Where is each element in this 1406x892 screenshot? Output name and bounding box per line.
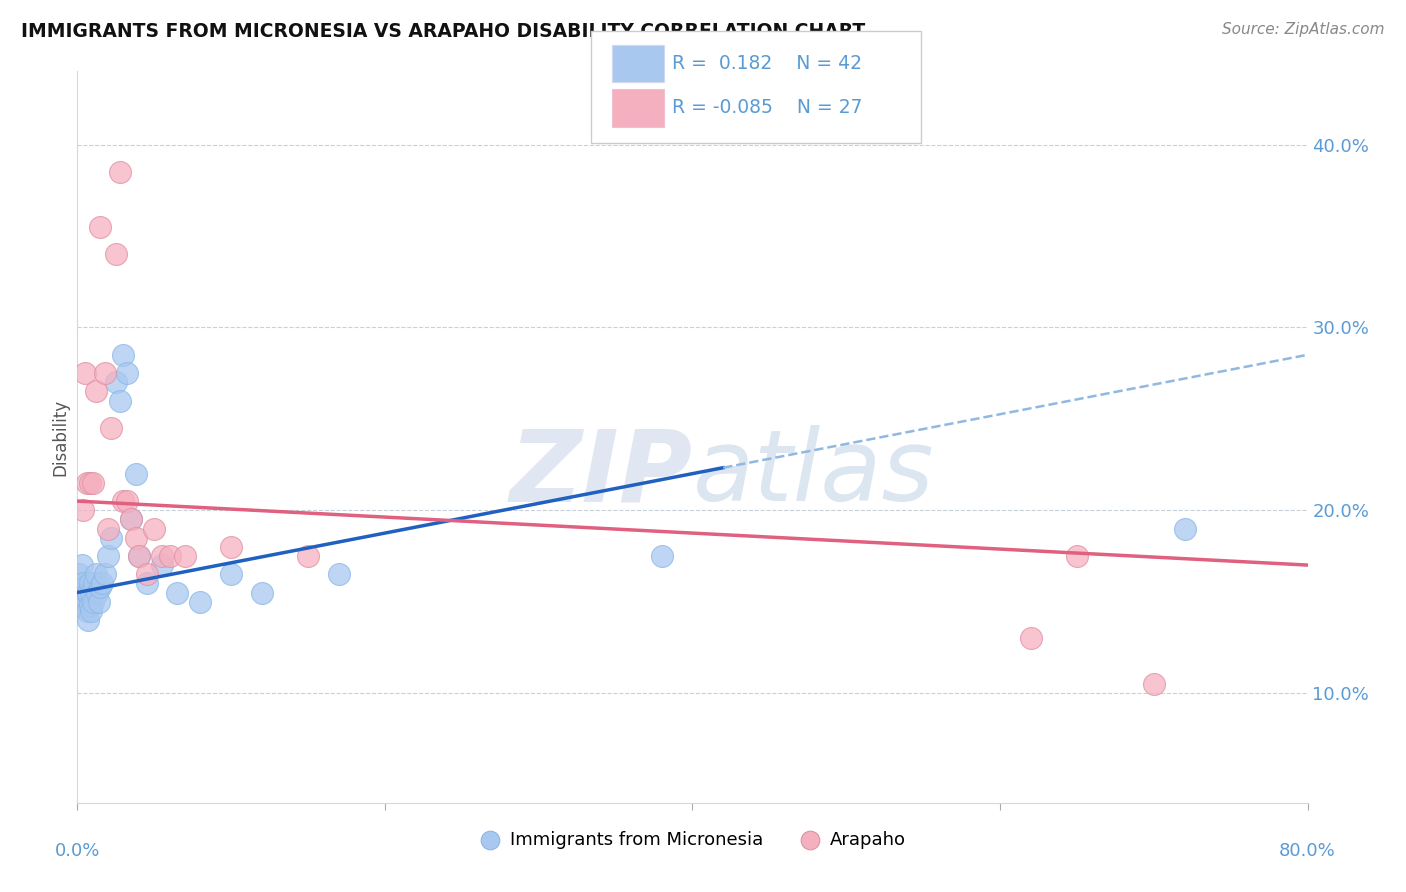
Point	[86, 585, 108, 599]
Point	[89, 580, 111, 594]
Point	[80, 604, 103, 618]
Point	[70, 585, 93, 599]
Point	[125, 467, 148, 481]
Point	[73, 594, 96, 608]
Point	[159, 549, 181, 563]
Point	[112, 494, 135, 508]
Point	[84, 567, 107, 582]
Point	[79, 576, 101, 591]
Point	[104, 375, 127, 389]
Point	[97, 549, 120, 563]
Point	[87, 594, 110, 608]
Point	[135, 576, 157, 591]
Point	[219, 540, 242, 554]
Point	[90, 576, 114, 591]
Legend: Immigrants from Micronesia, Arapaho: Immigrants from Micronesia, Arapaho	[472, 823, 912, 856]
Point	[83, 576, 105, 591]
Point	[76, 585, 98, 599]
Point	[1143, 677, 1166, 691]
Point	[174, 549, 197, 563]
Point	[73, 580, 96, 594]
Point	[328, 567, 350, 582]
Point	[97, 521, 120, 535]
Point	[76, 604, 98, 618]
Point	[77, 585, 100, 599]
Point	[69, 594, 91, 608]
Y-axis label: Disability: Disability	[51, 399, 69, 475]
Point	[76, 475, 98, 490]
Point	[104, 247, 127, 261]
Point	[150, 549, 173, 563]
Point	[94, 567, 117, 582]
Point	[297, 549, 319, 563]
Point	[143, 521, 166, 535]
Point	[219, 567, 242, 582]
Text: R = -0.085    N = 27: R = -0.085 N = 27	[672, 98, 862, 118]
Point	[112, 348, 135, 362]
Point	[100, 421, 122, 435]
Point	[115, 366, 138, 380]
Point	[120, 512, 142, 526]
Point	[250, 585, 273, 599]
Point	[79, 599, 101, 613]
Point	[188, 594, 212, 608]
Point	[84, 384, 107, 399]
Point	[67, 567, 90, 582]
Point	[1019, 632, 1042, 646]
Point	[120, 512, 142, 526]
Point	[82, 475, 104, 490]
Point	[80, 585, 103, 599]
Point	[89, 219, 111, 234]
Point	[166, 585, 188, 599]
Text: R =  0.182    N = 42: R = 0.182 N = 42	[672, 54, 862, 73]
Point	[94, 366, 117, 380]
Point	[150, 558, 173, 573]
Point	[110, 393, 132, 408]
Text: 0.0%: 0.0%	[55, 842, 100, 860]
Point	[128, 549, 150, 563]
Text: ZIP: ZIP	[509, 425, 693, 522]
Point	[651, 549, 673, 563]
Point	[135, 567, 157, 582]
Text: 80.0%: 80.0%	[1279, 842, 1336, 860]
Point	[128, 549, 150, 563]
Point	[73, 366, 96, 380]
Text: atlas: atlas	[693, 425, 934, 522]
Point	[110, 165, 132, 179]
Point	[69, 585, 91, 599]
Text: IMMIGRANTS FROM MICRONESIA VS ARAPAHO DISABILITY CORRELATION CHART: IMMIGRANTS FROM MICRONESIA VS ARAPAHO DI…	[21, 22, 865, 41]
Text: Source: ZipAtlas.com: Source: ZipAtlas.com	[1222, 22, 1385, 37]
Point	[115, 494, 138, 508]
Point	[1174, 521, 1197, 535]
Point	[72, 576, 94, 591]
Point	[79, 475, 101, 490]
Point	[125, 531, 148, 545]
Point	[100, 531, 122, 545]
Point	[72, 503, 94, 517]
Point	[82, 594, 104, 608]
Point	[70, 558, 93, 573]
Point	[77, 613, 100, 627]
Point	[1066, 549, 1088, 563]
